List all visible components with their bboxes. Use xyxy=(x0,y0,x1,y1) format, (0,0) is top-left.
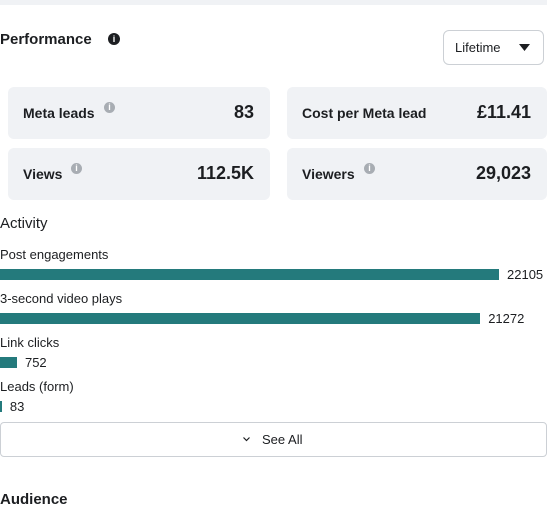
info-icon: i xyxy=(104,102,115,113)
dropdown[interactable]: Lifetime xyxy=(443,30,544,65)
top-strip xyxy=(0,0,547,5)
bar-value: 83 xyxy=(9,399,25,414)
metric-label: Views xyxy=(23,166,63,182)
metric-label: Meta leads xyxy=(23,105,95,121)
bar xyxy=(0,269,499,280)
metric-value: 29,023 xyxy=(475,163,531,183)
metric-card: Meta leads 83 i xyxy=(8,87,270,139)
bar-value: 752 xyxy=(24,355,47,370)
info-icon: i xyxy=(71,163,82,174)
metric-card: Cost per Meta lead £11.41 xyxy=(287,87,547,139)
info-icon: i xyxy=(364,163,375,174)
metric-value: 83 xyxy=(233,102,254,122)
metric-label: Viewers xyxy=(302,166,355,182)
activity-title: Activity xyxy=(0,215,48,232)
bar xyxy=(0,357,17,368)
activity-label: Leads (form) xyxy=(0,379,74,394)
bar xyxy=(0,401,2,412)
activity-label: Post engagements xyxy=(0,247,109,262)
see-all-button[interactable]: See All xyxy=(0,422,547,457)
dropdown-label: Lifetime xyxy=(455,40,501,55)
metric-card: Views 112.5K i xyxy=(8,148,270,200)
activity-label: 3-second video plays xyxy=(0,291,123,306)
metric-value: £11.41 xyxy=(476,102,531,122)
see-all-label: See All xyxy=(262,432,303,447)
bar-value: 22105 xyxy=(507,267,544,282)
bar-value: 21272 xyxy=(488,311,525,326)
metric-card: Viewers 29,023 i xyxy=(287,148,547,200)
metric-value: 112.5K xyxy=(196,163,254,183)
caret xyxy=(519,44,530,51)
activity-label: Link clicks xyxy=(0,335,60,350)
audience-title: Audience xyxy=(0,491,68,508)
section-title: Performance xyxy=(0,31,92,48)
bar xyxy=(0,313,481,324)
metric-label: Cost per Meta lead xyxy=(302,105,427,121)
info-icon[interactable]: i xyxy=(108,33,120,45)
chevron xyxy=(243,437,250,442)
